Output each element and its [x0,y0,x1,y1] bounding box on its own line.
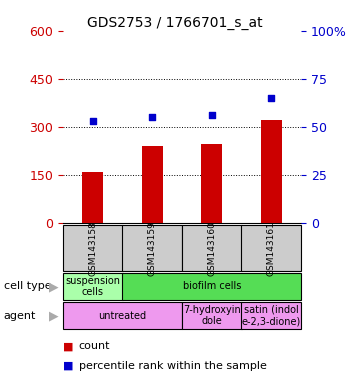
Text: GSM143158: GSM143158 [88,221,97,275]
Text: GSM143160: GSM143160 [207,221,216,275]
Text: ■: ■ [63,361,74,371]
Text: cell type: cell type [4,281,51,291]
Text: ▶: ▶ [49,280,59,293]
Bar [142,146,163,223]
Bar [201,144,222,223]
Text: GSM143161: GSM143161 [267,221,276,275]
Text: 7-hydroxyin
dole: 7-hydroxyin dole [183,305,241,326]
Text: percentile rank within the sample: percentile rank within the sample [79,361,267,371]
Point [209,112,215,118]
Text: GSM143159: GSM143159 [148,221,157,275]
Text: biofilm cells: biofilm cells [183,281,241,291]
Text: satin (indol
e-2,3-dione): satin (indol e-2,3-dione) [241,305,301,326]
Text: ■: ■ [63,341,74,351]
Text: suspension
cells: suspension cells [65,276,120,297]
Point [268,95,274,101]
Point [90,118,96,124]
Text: count: count [79,341,110,351]
Text: agent: agent [4,311,36,321]
Text: GDS2753 / 1766701_s_at: GDS2753 / 1766701_s_at [87,16,263,30]
Text: ▶: ▶ [49,309,59,322]
Point [149,114,155,120]
Text: untreated: untreated [98,311,147,321]
Bar [82,172,103,223]
Bar [261,120,282,223]
